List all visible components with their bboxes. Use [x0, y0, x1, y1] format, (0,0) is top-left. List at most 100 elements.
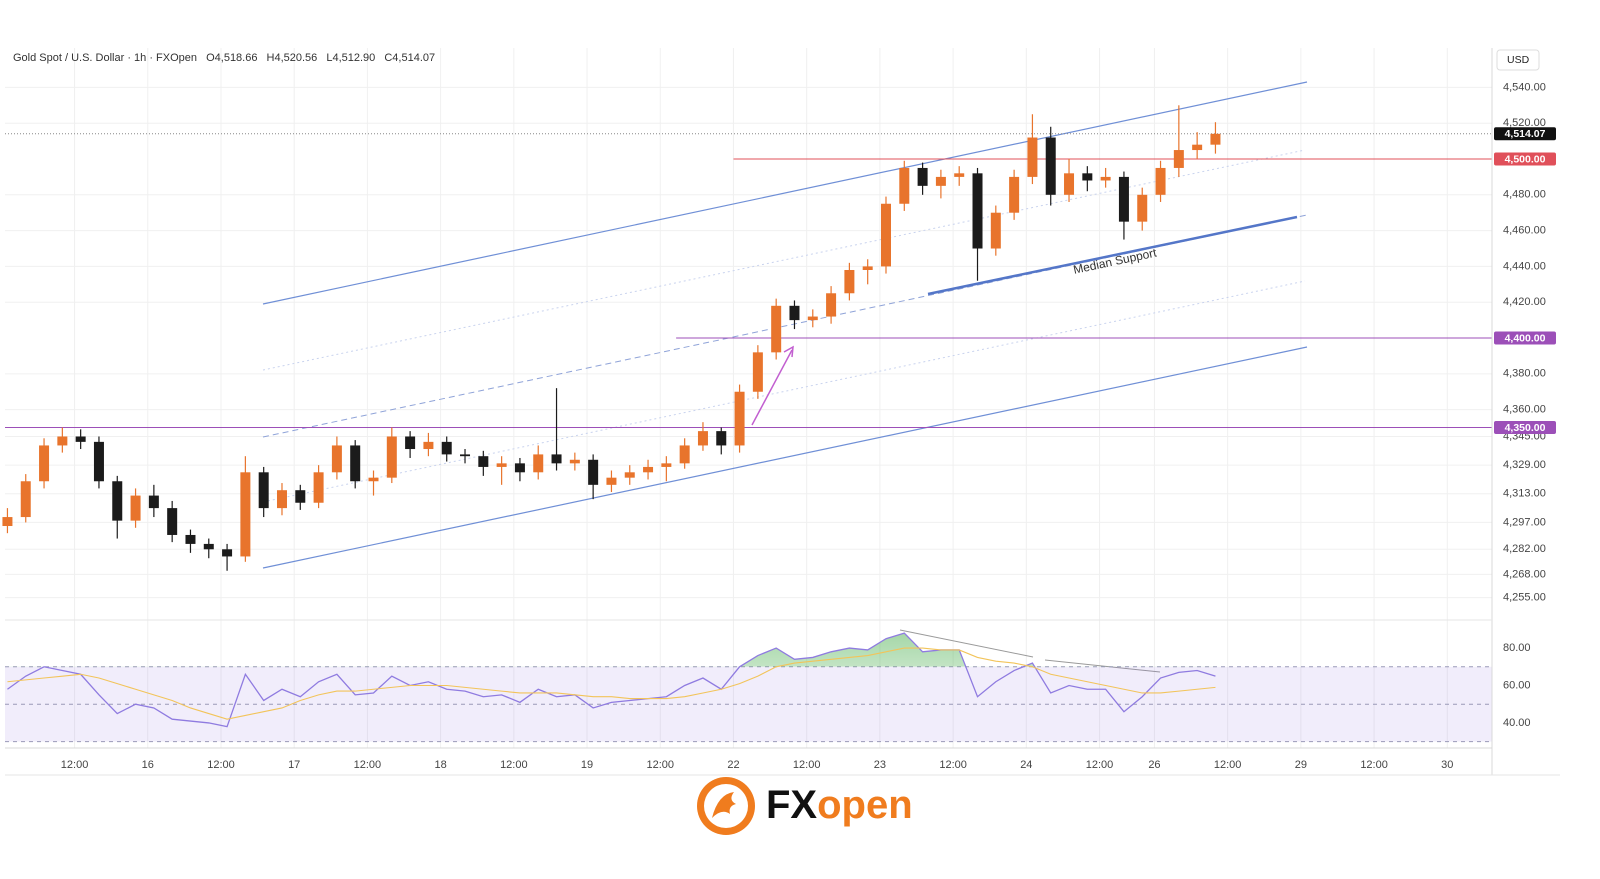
y-tick-label: 4,255.00	[1503, 592, 1546, 604]
candle-body	[533, 454, 544, 473]
candle-body	[276, 490, 287, 509]
level-label-box	[1494, 331, 1556, 345]
rsi-ma-line	[7, 647, 1216, 720]
y-tick-label: 4,297.00	[1503, 516, 1546, 528]
candle-body	[679, 445, 690, 464]
ohlc-label: C4,514.07	[384, 52, 435, 64]
rsi-tick-label: 80.00	[1503, 642, 1531, 654]
x-tick-label: 30	[1441, 759, 1453, 771]
candle-body	[624, 472, 635, 478]
candle-body	[93, 441, 104, 482]
x-tick-label: 12:00	[939, 759, 967, 771]
logo-open: open	[817, 783, 913, 827]
ohlc-label: L4,512.90	[326, 52, 375, 64]
candle-body	[258, 472, 269, 509]
candle-body	[460, 454, 471, 457]
y-tick-label: 4,268.00	[1503, 568, 1546, 580]
candle-body	[1137, 194, 1148, 222]
header: Gold Spot / U.S. Dollar · 1h · FXOpen O4…	[13, 52, 435, 64]
candle-body	[167, 508, 178, 535]
rsi-line	[7, 632, 1216, 728]
candle-body	[661, 463, 672, 467]
y-tick-label: 4,480.00	[1503, 189, 1546, 201]
logo-fx: FX	[766, 783, 817, 827]
candle-body	[240, 472, 251, 557]
candle-body	[423, 441, 434, 450]
x-tick-label: 12:00	[793, 759, 821, 771]
symbol-title: Gold Spot / U.S. Dollar · 1h · FXOpen	[13, 52, 197, 64]
candle-body	[148, 495, 159, 509]
x-tick-label: 29	[1295, 759, 1307, 771]
candle-body	[203, 543, 214, 550]
level-label-box	[1494, 421, 1556, 435]
x-tick-label: 12:00	[354, 759, 382, 771]
y-tick-label: 4,282.00	[1503, 543, 1546, 555]
candle-body	[807, 316, 818, 321]
candle-body	[551, 454, 562, 464]
channel-top	[262, 81, 1308, 305]
candle-body	[716, 431, 727, 446]
candle-body	[697, 431, 708, 446]
candle-body	[313, 472, 324, 503]
candle-body	[405, 436, 416, 450]
candle-body	[862, 266, 873, 270]
x-tick-label: 17	[288, 759, 300, 771]
candle-body	[789, 305, 800, 321]
candle-body	[1082, 173, 1093, 181]
candle-body	[990, 212, 1001, 249]
x-tick-label: 12:00	[207, 759, 235, 771]
candle-body	[57, 436, 68, 446]
level-label: 4,500.00	[1505, 153, 1546, 165]
rsi-tick-label: 60.00	[1503, 679, 1531, 691]
candle-body	[752, 352, 763, 392]
x-tick-label: 12:00	[646, 759, 674, 771]
currency-box[interactable]	[1496, 49, 1540, 71]
candle-body	[844, 269, 855, 294]
logo-text: FXopen	[766, 783, 913, 827]
candle-body	[1100, 176, 1111, 181]
level-label: 4,400.00	[1505, 332, 1546, 344]
x-tick-label: 24	[1020, 759, 1032, 771]
arrow-head	[783, 345, 794, 358]
candle-body	[331, 445, 342, 473]
candle-body	[935, 176, 946, 186]
x-tick-label: 12:00	[61, 759, 89, 771]
x-tick-label: 16	[142, 759, 154, 771]
candle-body	[1192, 144, 1203, 151]
candle-body	[606, 477, 617, 485]
candle-body	[1009, 176, 1020, 213]
median-support-line	[927, 215, 1298, 296]
rsi-band	[5, 666, 1492, 742]
candle-body	[514, 463, 525, 473]
candle-body	[441, 441, 452, 455]
candle-body	[2, 517, 13, 527]
candle-body	[386, 436, 397, 478]
candle-body	[20, 481, 31, 518]
x-tick-label: 22	[727, 759, 739, 771]
x-tick-label: 19	[581, 759, 593, 771]
y-tick-label: 4,360.00	[1503, 404, 1546, 416]
y-tick-label: 4,520.00	[1503, 117, 1546, 129]
x-tick-label: 18	[434, 759, 446, 771]
plot	[2, 105, 1492, 743]
channel-median	[262, 214, 1308, 438]
ohlc-label: H4,520.56	[267, 52, 318, 64]
candle-body	[130, 495, 141, 521]
candle-body	[185, 534, 196, 544]
candle-body	[954, 173, 965, 177]
candle-body	[880, 203, 891, 267]
candle-body	[1045, 137, 1056, 195]
ohlc-label: O4,518.66	[206, 52, 257, 64]
candle-body	[1027, 137, 1038, 177]
candle-body	[917, 167, 928, 186]
x-tick-label: 12:00	[1214, 759, 1242, 771]
candle-body	[478, 456, 489, 467]
candle-body	[899, 167, 910, 204]
last-price-label: 4,514.07	[1505, 128, 1546, 140]
candle-body	[496, 463, 507, 467]
x-tick-label: 12:00	[1086, 759, 1114, 771]
currency: USD	[1507, 54, 1530, 66]
divergence-line	[899, 629, 1034, 658]
